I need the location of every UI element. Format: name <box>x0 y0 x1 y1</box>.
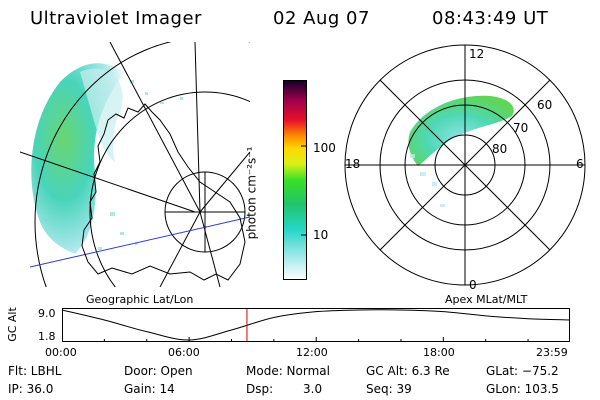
gc-alt-readout: GC Alt: 6.3 Re <box>366 364 450 378</box>
glon-readout: GLon: 103.5 <box>486 382 559 396</box>
altitude-xtick-1: 06:00 <box>168 346 200 359</box>
time-label: 08:43:49 UT <box>432 8 549 29</box>
colorbar-tick-10: 10 <box>313 228 329 242</box>
mlt-label-6: 6 <box>576 157 584 171</box>
sequence-readout: Seq: 39 <box>366 382 412 396</box>
altitude-ylabel: GC Alt <box>5 307 19 342</box>
mlt-label-0: 0 <box>469 278 477 292</box>
date-label: 02 Aug 07 <box>273 8 370 29</box>
colorbar-unit-label: photon cm⁻²s⁻¹ <box>244 146 259 240</box>
altitude-plot <box>62 308 570 342</box>
gain-readout: Gain: 14 <box>124 382 175 396</box>
left-projection-label: Geographic Lat/Lon <box>86 293 194 306</box>
geographic-image <box>20 42 250 287</box>
polar-plot <box>344 44 586 286</box>
mlt-label-18: 18 <box>345 157 361 171</box>
mlat-label-80: 80 <box>492 142 508 156</box>
mlt-label-12: 12 <box>469 47 485 61</box>
mode-readout: Mode: Normal <box>246 364 330 378</box>
glat-readout: GLat: −75.2 <box>486 364 559 378</box>
altitude-ytick-bottom: 1.8 <box>38 330 56 343</box>
altitude-xtick-0: 00:00 <box>45 346 77 359</box>
altitude-xtick-4: 23:59 <box>536 346 568 359</box>
mlat-label-60: 60 <box>537 98 553 112</box>
colorbar <box>283 80 307 280</box>
altitude-ytick-top: 9.0 <box>38 307 56 320</box>
altitude-xtick-2: 12:00 <box>296 346 328 359</box>
ip-readout: IP: 36.0 <box>8 382 54 396</box>
dsp-label: Dsp: <box>246 382 274 396</box>
altitude-xtick-3: 18:00 <box>423 346 455 359</box>
right-projection-label: Apex MLat/MLT <box>445 293 528 306</box>
instrument-title: Ultraviolet Imager <box>30 8 202 29</box>
door-readout: Door: Open <box>124 364 193 378</box>
mlat-label-70: 70 <box>513 121 529 135</box>
colorbar-tick-100: 100 <box>313 141 336 155</box>
filter-readout: Flt: LBHL <box>8 364 62 378</box>
altitude-series-line <box>62 309 570 341</box>
dsp-value: 3.0 <box>303 382 323 396</box>
